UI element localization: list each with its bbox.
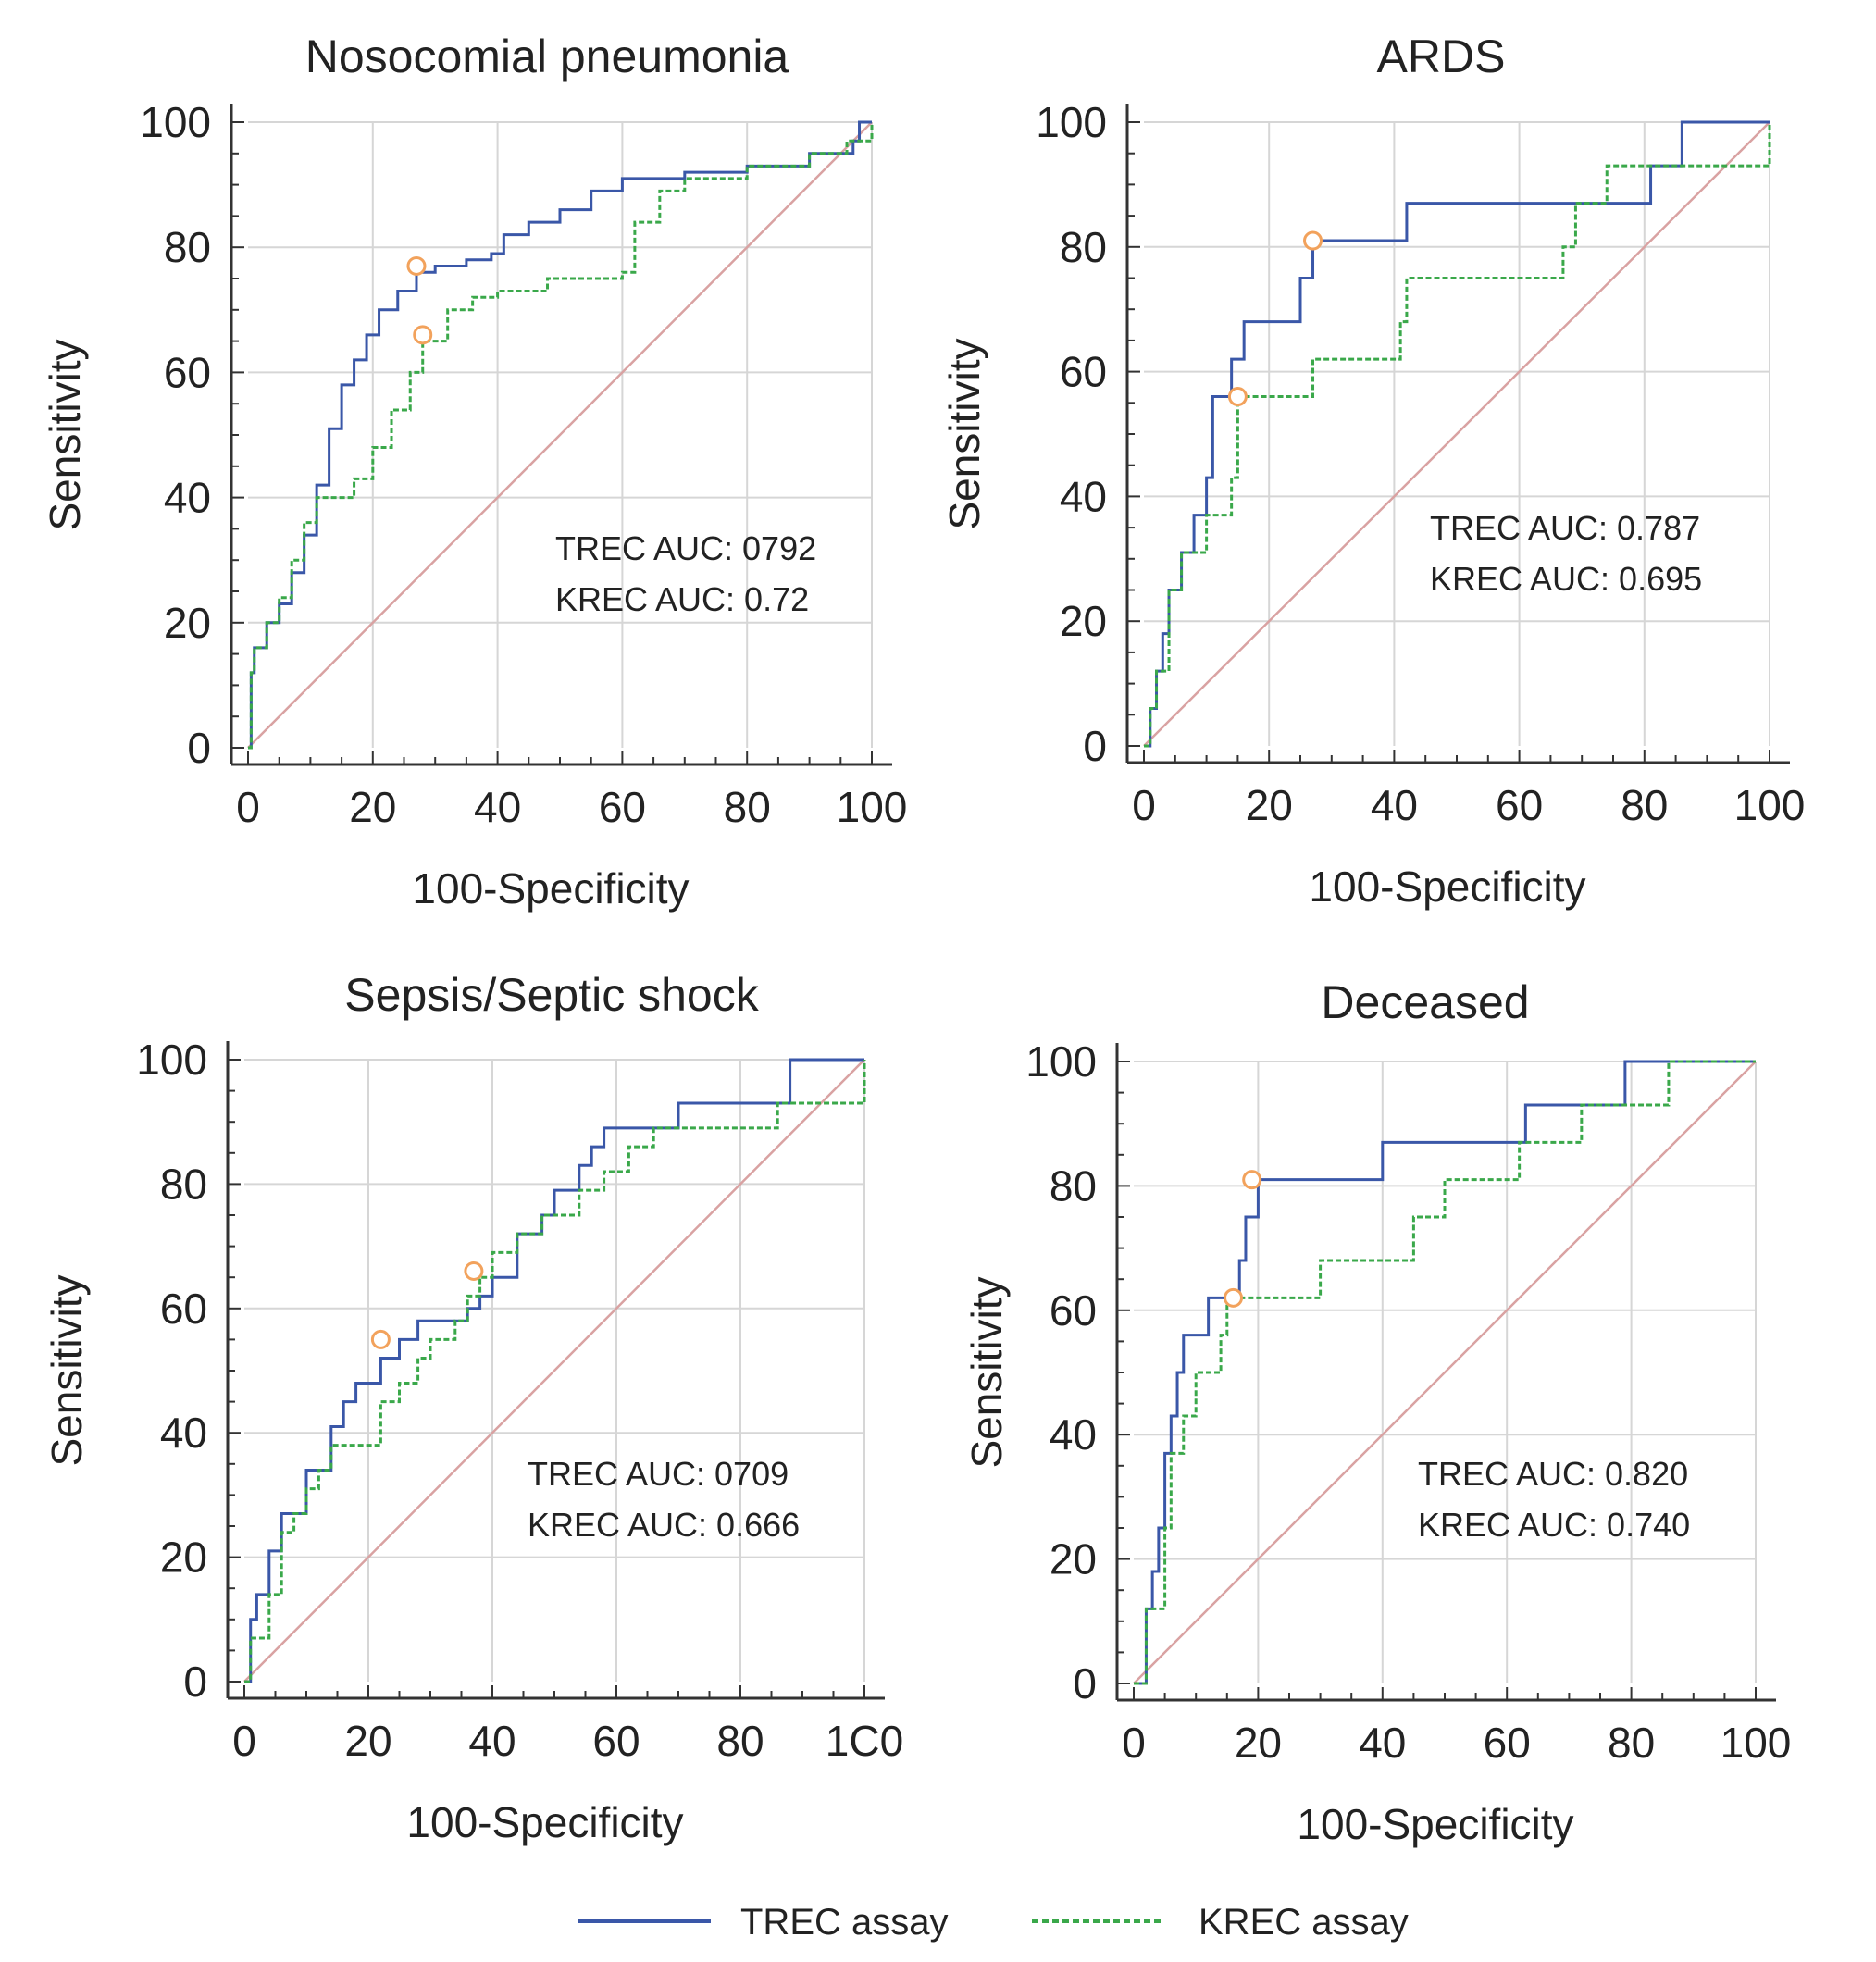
y-tick-label: 60 [164, 348, 211, 396]
krec-cutoff-marker [464, 1260, 484, 1281]
y-tick-label: 0 [183, 1658, 207, 1706]
krec-auc-annotation: KREC AUC: 0.695 [1430, 560, 1702, 598]
trec-cutoff-marker [1303, 230, 1323, 251]
krec-cutoff-marker [1227, 387, 1248, 407]
x-tick-label: 60 [1496, 781, 1543, 829]
y-tick-label: 0 [1073, 1659, 1097, 1707]
x-tick-label: 100 [1721, 1719, 1792, 1767]
y-tick-label: 20 [1050, 1535, 1097, 1583]
panel-title: Nosocomial pneumonia [305, 31, 789, 82]
y-axis-label: Sensitivity [43, 1274, 91, 1466]
y-tick-label: 80 [1050, 1161, 1097, 1210]
x-tick-label: 0 [236, 783, 260, 831]
krec-roc-curve [1144, 122, 1771, 748]
x-tick-label: 40 [1359, 1719, 1406, 1767]
legend-trec-label: TREC assay [740, 1902, 949, 1943]
trec-auc-annotation: TREC AUC: 0709 [528, 1455, 789, 1493]
panel-title: Sepsis/Septic shock [344, 969, 759, 1021]
x-axis-label: 100-Specificity [406, 1798, 683, 1846]
panel-title: ARDS [1377, 31, 1506, 82]
x-tick-label: 100 [1734, 781, 1806, 829]
x-tick-label: 40 [1371, 781, 1418, 829]
x-tick-label: 0 [232, 1717, 256, 1765]
trec-auc-annotation: TREC AUC: 0.820 [1418, 1455, 1688, 1493]
x-tick-label: 60 [1484, 1719, 1531, 1767]
x-tick-label: 20 [1246, 781, 1293, 829]
y-tick-label: 40 [1050, 1410, 1097, 1459]
trec-auc-annotation: TREC AUC: 0.787 [1430, 509, 1700, 547]
x-tick-label: 40 [474, 783, 521, 831]
x-tick-label: 80 [716, 1717, 764, 1765]
x-tick-label: 20 [344, 1717, 391, 1765]
krec-cutoff-marker [1224, 1287, 1244, 1308]
y-tick-label: 100 [136, 1036, 207, 1084]
roc-panels: Nosocomial pneumonia 0 20 40 60 80 100 0 20 40 60 8… [41, 31, 1805, 1848]
y-tick-label: 0 [187, 724, 211, 772]
x-tick-label: 80 [1608, 1719, 1655, 1767]
reference-diagonal [1133, 1061, 1757, 1684]
krec-auc-annotation: KREC AUC: 0.72 [555, 580, 809, 618]
trec-auc-annotation: TREC AUC: 0792 [555, 529, 816, 567]
roc-panel-4: Deceased 0 20 40 60 80 100 0 20 40 60 80 100 100-Spec… [963, 976, 1791, 1848]
y-tick-label: 60 [160, 1285, 207, 1333]
y-tick-label: 100 [1025, 1037, 1097, 1086]
y-tick-label: 40 [160, 1409, 207, 1457]
trec-cutoff-marker [1242, 1170, 1262, 1190]
y-tick-label: 20 [160, 1534, 207, 1582]
x-axis-label: 100-Specificity [1309, 863, 1585, 911]
krec-auc-annotation: KREC AUC: 0.740 [1418, 1506, 1690, 1544]
y-tick-label: 80 [160, 1160, 207, 1208]
legend-krec-label: KREC assay [1199, 1902, 1409, 1943]
y-tick-label: 40 [164, 474, 211, 522]
roc-panel-1: Nosocomial pneumonia 0 20 40 60 80 100 0 20 40 60 8… [41, 31, 907, 913]
y-tick-label: 80 [1060, 223, 1107, 271]
y-axis-label: Sensitivity [940, 338, 988, 529]
roc-panel-3: Sepsis/Septic shock 0 20 40 60 80 1C0 0 20 40 60 80… [43, 969, 903, 1846]
reference-diagonal [243, 1059, 865, 1683]
reference-diagonal [247, 121, 873, 749]
x-tick-label: 80 [1621, 781, 1668, 829]
y-tick-label: 100 [140, 98, 211, 146]
y-tick-label: 60 [1060, 348, 1107, 396]
x-tick-label: 1C0 [826, 1717, 903, 1765]
x-axis-label: 100-Specificity [412, 864, 689, 913]
trec-cutoff-marker [406, 255, 427, 276]
roc-panel-2: ARDS 0 20 40 60 80 100 0 20 40 60 80 100 100-Specific… [940, 31, 1805, 911]
y-tick-label: 80 [164, 223, 211, 271]
x-tick-label: 0 [1132, 781, 1156, 829]
y-tick-label: 60 [1050, 1286, 1097, 1335]
x-tick-label: 60 [599, 783, 646, 831]
x-tick-label: 20 [1235, 1719, 1282, 1767]
y-tick-label: 100 [1036, 98, 1107, 146]
y-tick-label: 20 [1060, 597, 1107, 645]
y-axis-label: Sensitivity [963, 1276, 1011, 1468]
krec-roc-curve [1134, 1060, 1756, 1685]
krec-roc-curve [248, 122, 874, 750]
y-tick-label: 0 [1083, 722, 1107, 770]
y-tick-label: 20 [164, 599, 211, 647]
x-tick-label: 0 [1122, 1719, 1146, 1767]
legend: TREC assay KREC assay [578, 1902, 1409, 1943]
x-tick-label: 80 [724, 783, 771, 831]
x-tick-label: 40 [468, 1717, 516, 1765]
panel-title: Deceased [1321, 976, 1529, 1028]
reference-diagonal [1143, 121, 1770, 747]
trec-roc-curve [1144, 120, 1770, 748]
x-tick-label: 20 [349, 783, 396, 831]
krec-auc-annotation: KREC AUC: 0.666 [528, 1506, 800, 1544]
y-axis-label: Sensitivity [41, 339, 89, 530]
x-axis-label: 100-Specificity [1297, 1800, 1573, 1848]
x-tick-label: 60 [592, 1717, 640, 1765]
trec-cutoff-marker [370, 1329, 391, 1349]
y-tick-label: 40 [1060, 472, 1107, 520]
x-tick-label: 100 [837, 783, 908, 831]
krec-cutoff-marker [413, 325, 433, 345]
krec-roc-curve [244, 1060, 866, 1683]
